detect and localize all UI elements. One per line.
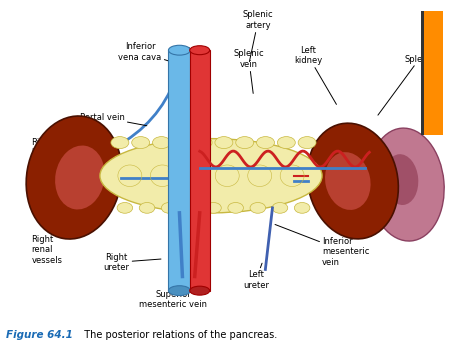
Text: Spleen: Spleen (378, 55, 434, 115)
Ellipse shape (298, 137, 316, 148)
Ellipse shape (162, 202, 177, 213)
Bar (424, 11, 443, 135)
Bar (168, 50, 191, 291)
Ellipse shape (168, 286, 191, 296)
Ellipse shape (206, 202, 221, 213)
Bar (190, 50, 210, 291)
Ellipse shape (228, 202, 244, 213)
Text: Right
ureter: Right ureter (103, 253, 161, 272)
Ellipse shape (26, 116, 122, 239)
Ellipse shape (307, 123, 398, 239)
Ellipse shape (325, 152, 371, 210)
Ellipse shape (168, 45, 191, 55)
Text: Left
ureter: Left ureter (243, 263, 269, 290)
Text: Right
kidney: Right kidney (31, 138, 60, 158)
Ellipse shape (132, 137, 150, 148)
Ellipse shape (294, 202, 310, 213)
Text: Splenic
artery: Splenic artery (243, 10, 273, 62)
Ellipse shape (153, 137, 171, 148)
Ellipse shape (190, 46, 210, 55)
Ellipse shape (183, 202, 199, 213)
Ellipse shape (139, 202, 155, 213)
Text: Inferior
vena cava: Inferior vena cava (118, 42, 177, 64)
Ellipse shape (384, 154, 418, 205)
Ellipse shape (55, 146, 105, 209)
Text: Figure 64.1: Figure 64.1 (6, 331, 73, 340)
Ellipse shape (272, 202, 288, 213)
Ellipse shape (173, 137, 191, 148)
Text: Left
kidney: Left kidney (294, 46, 337, 104)
Ellipse shape (190, 286, 210, 295)
Ellipse shape (111, 137, 129, 148)
Text: Right
renal
vessels: Right renal vessels (31, 227, 72, 265)
Ellipse shape (368, 128, 444, 241)
Bar (421, 11, 424, 135)
Text: Superior
mesenteric vein: Superior mesenteric vein (139, 270, 207, 309)
Ellipse shape (277, 137, 295, 148)
Ellipse shape (100, 138, 322, 213)
Ellipse shape (250, 202, 265, 213)
Ellipse shape (236, 137, 254, 148)
Text: Aorta: Aorta (185, 48, 208, 62)
Ellipse shape (215, 137, 233, 148)
Ellipse shape (256, 137, 274, 148)
Text: Portal vein: Portal vein (80, 113, 147, 126)
Text: Inferior
mesenteric
vein: Inferior mesenteric vein (275, 224, 369, 267)
Text: Splenic
vein: Splenic vein (234, 49, 264, 93)
Text: Left
renal
vessels: Left renal vessels (320, 171, 431, 201)
Ellipse shape (194, 137, 212, 148)
Text: The posterior relations of the pancreas.: The posterior relations of the pancreas. (79, 331, 278, 340)
Ellipse shape (117, 202, 133, 213)
